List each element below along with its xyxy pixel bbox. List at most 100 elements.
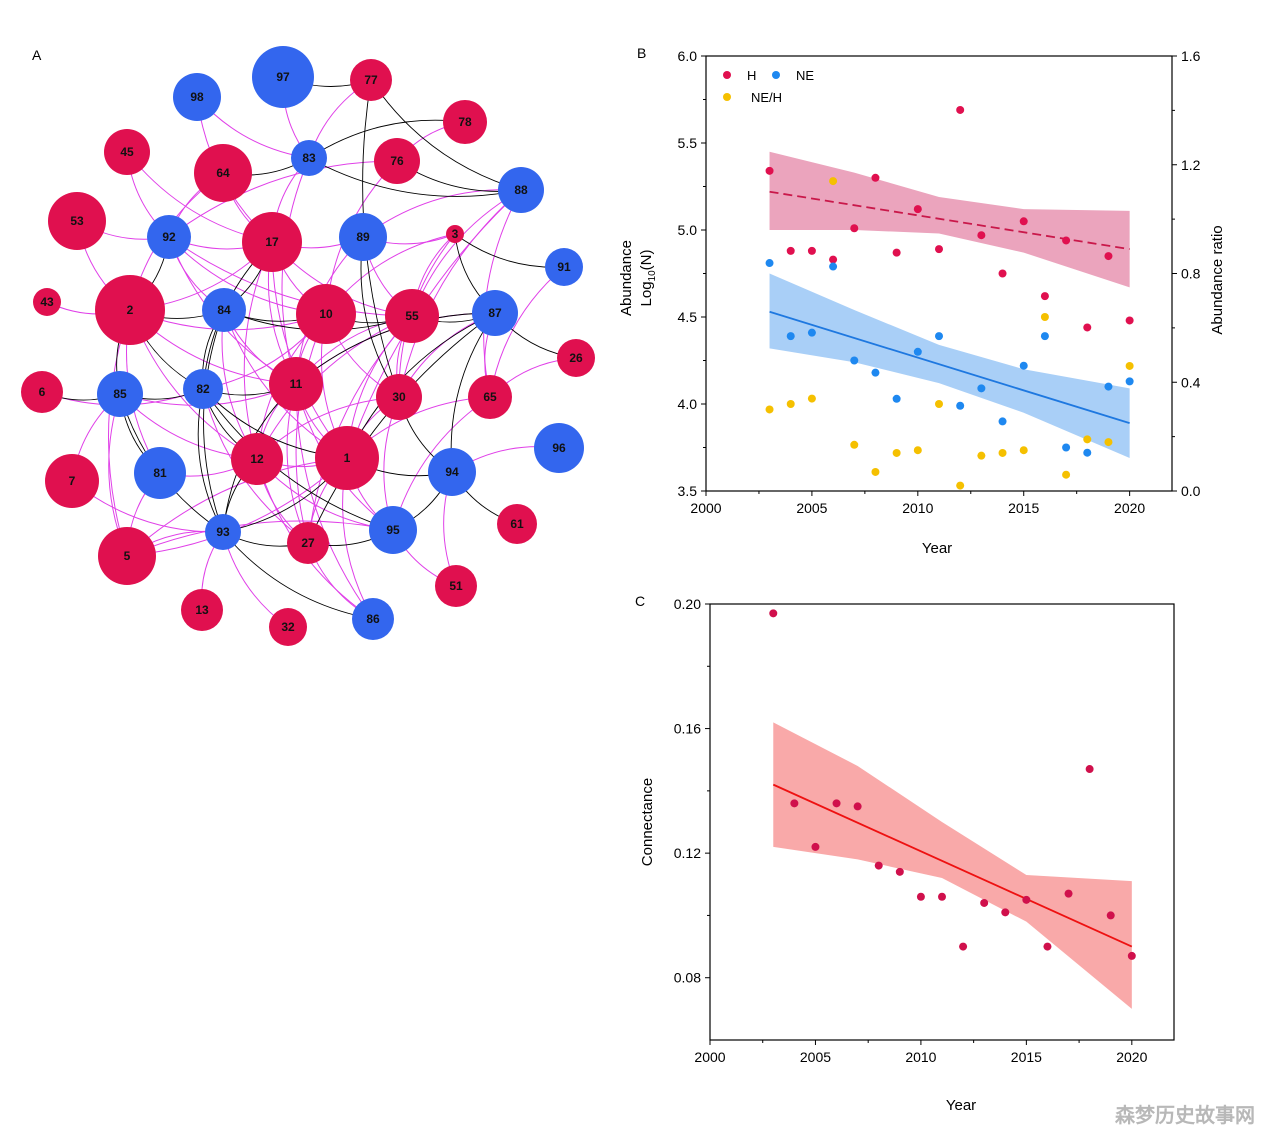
b-point-h xyxy=(977,231,986,240)
network-node-circle xyxy=(352,598,394,640)
b-point-h xyxy=(892,248,901,257)
network-node-10: 10 xyxy=(296,284,356,344)
network-edge-positive xyxy=(308,157,522,197)
network-node-circle xyxy=(173,73,221,121)
c-y-tick-label: 0.16 xyxy=(674,721,701,737)
network-node-6: 6 xyxy=(21,371,63,413)
network-node-97: 97 xyxy=(252,46,314,108)
b-point-h xyxy=(1125,316,1134,325)
network-node-77: 77 xyxy=(350,59,392,101)
network-node-label: 84 xyxy=(217,303,231,317)
network-node-label: 88 xyxy=(514,183,528,197)
b-point-ne xyxy=(977,384,986,393)
b-point-ne xyxy=(1062,443,1071,452)
b-point-ratio xyxy=(977,451,986,460)
network-node-95: 95 xyxy=(369,506,417,554)
b-point-ratio xyxy=(786,400,795,408)
c-point xyxy=(938,892,946,901)
b-fit-lines xyxy=(769,190,1130,424)
b-point-h xyxy=(1040,292,1049,301)
b-point-ne xyxy=(1019,361,1028,370)
network-node-61: 61 xyxy=(497,504,537,544)
network-edge-positive xyxy=(202,388,394,531)
abundance-panel: B 2000 2005 2010 2015 2020 3.5 4.0 4.5 5.0 5.5 6.0… xyxy=(618,45,1226,557)
b-point-ratio xyxy=(935,400,943,408)
b-y-axis-title-line1: Abundance xyxy=(618,240,635,316)
b-y2-tick-label: 1.6 xyxy=(1181,48,1201,64)
network-node-label: 26 xyxy=(569,351,583,365)
network-node-circle xyxy=(95,275,165,345)
network-node-5: 5 xyxy=(98,527,156,585)
network-node-label: 78 xyxy=(458,115,472,129)
network-node-label: 95 xyxy=(386,523,400,537)
network-node-circle xyxy=(269,608,307,646)
b-point-ratio xyxy=(850,440,859,449)
c-points xyxy=(769,609,1136,960)
b-point-ne xyxy=(892,394,901,403)
b-y2-tick-label: 0.0 xyxy=(1181,483,1201,499)
c-x-tick-label: 2000 xyxy=(694,1049,725,1065)
network-node-86: 86 xyxy=(352,598,394,640)
network-node-label: 89 xyxy=(356,230,370,244)
b-y-tick-label: 5.5 xyxy=(678,135,698,151)
network-node-84: 84 xyxy=(202,288,246,332)
network-node-label: 43 xyxy=(40,295,54,309)
b-y-axis-title-log: Log xyxy=(638,281,655,306)
network-node-13: 13 xyxy=(181,589,223,631)
panel-letter-a: A xyxy=(32,47,42,63)
b-y2-tick-label: 1.2 xyxy=(1181,157,1201,173)
network-node-circle xyxy=(468,375,512,419)
b-confidence-bands xyxy=(769,151,1130,458)
network-edge-negative xyxy=(126,520,394,557)
network-node-3: 3 xyxy=(446,225,464,243)
network-node-circle xyxy=(48,192,106,250)
network-node-91: 91 xyxy=(545,248,583,286)
network-node-label: 3 xyxy=(452,227,459,241)
network-node-circle xyxy=(446,225,464,243)
b-point-ne xyxy=(850,356,859,365)
network-node-circle xyxy=(181,589,223,631)
network-node-label: 86 xyxy=(366,612,380,626)
network-node-32: 32 xyxy=(269,608,307,646)
c-point xyxy=(1022,895,1031,904)
network-node-label: 83 xyxy=(302,151,316,165)
network-node-label: 51 xyxy=(449,579,463,593)
b-x-tick-label: 2005 xyxy=(796,500,827,516)
b-fit-line-ne xyxy=(769,310,1130,424)
b-point-ratio xyxy=(871,467,880,476)
network-node-label: 87 xyxy=(488,306,502,320)
panel-letter-c: C xyxy=(635,593,645,609)
network-node-circle xyxy=(472,290,518,336)
legend-marker-ratio xyxy=(723,93,731,101)
b-point-h xyxy=(1104,252,1113,261)
network-node-label: 17 xyxy=(265,235,279,249)
network-node-label: 98 xyxy=(190,90,204,104)
c-y-tick-label: 0.08 xyxy=(674,970,701,986)
c-x-axis-title: Year xyxy=(946,1097,976,1114)
network-node-65: 65 xyxy=(468,375,512,419)
network-node-53: 53 xyxy=(48,192,106,250)
network-node-circle xyxy=(231,433,283,485)
network-node-circle xyxy=(134,447,186,499)
network-node-45: 45 xyxy=(104,129,150,175)
b-point-ratio xyxy=(1062,470,1071,479)
network-node-30: 30 xyxy=(376,374,422,420)
c-point xyxy=(811,842,820,851)
c-x-tick-label: 2010 xyxy=(905,1049,936,1065)
network-node-circle xyxy=(498,167,544,213)
c-point xyxy=(959,942,968,951)
b-legend: H NE NE/H xyxy=(723,68,814,105)
network-node-circle xyxy=(443,100,487,144)
network-edge-negative xyxy=(398,189,522,398)
network-node-label: 81 xyxy=(153,466,167,480)
b-point-ratio xyxy=(829,177,838,186)
network-node-label: 64 xyxy=(216,166,230,180)
c-point xyxy=(1001,908,1010,917)
c-point xyxy=(1064,889,1073,898)
c-point xyxy=(1043,942,1052,951)
network-node-43: 43 xyxy=(33,288,61,316)
b-point-h xyxy=(871,173,880,182)
c-fit-line xyxy=(772,783,1133,948)
network-node-94: 94 xyxy=(428,448,476,496)
